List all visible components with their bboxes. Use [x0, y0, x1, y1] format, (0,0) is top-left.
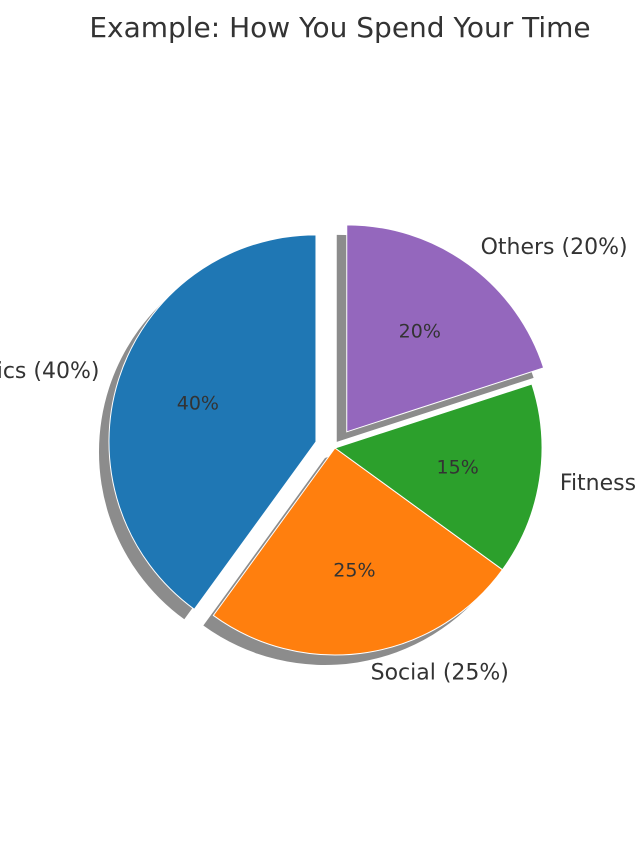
slice-labels: Academics (40%) Social (25%) Fitness (15%)… — [0, 235, 640, 685]
slices — [108, 224, 545, 656]
chart-title: Example: How You Spend Your Time — [89, 11, 590, 44]
percent-labels: 40% 25% 15% 20% — [177, 320, 479, 581]
percent-label-fitness: 15% — [437, 456, 479, 478]
slice-label-others: Others (20%) — [481, 235, 628, 260]
slice-label-social: Social (25%) — [371, 660, 509, 685]
percent-label-others: 20% — [399, 320, 441, 342]
percent-label-social: 25% — [333, 560, 375, 582]
slice-academics — [108, 234, 317, 610]
percent-label-academics: 40% — [177, 392, 219, 414]
slice-others — [346, 224, 545, 433]
slice-label-fitness: Fitness (15%) — [560, 471, 640, 496]
slice-label-academics: Academics (40%) — [0, 359, 99, 384]
slice-social — [212, 447, 504, 656]
slice-fitness — [333, 383, 543, 571]
